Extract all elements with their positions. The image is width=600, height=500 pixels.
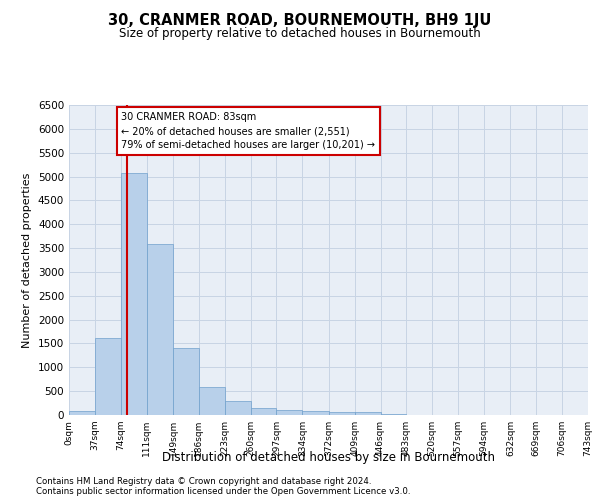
Text: 30 CRANMER ROAD: 83sqm
← 20% of detached houses are smaller (2,551)
79% of semi-: 30 CRANMER ROAD: 83sqm ← 20% of detached…: [121, 112, 376, 150]
Bar: [69, 412, 95, 415]
Bar: [251, 408, 277, 415]
Text: Contains HM Land Registry data © Crown copyright and database right 2024.: Contains HM Land Registry data © Crown c…: [36, 477, 371, 486]
Bar: [199, 387, 225, 415]
Bar: [329, 412, 355, 415]
Bar: [277, 410, 302, 415]
Bar: [225, 401, 251, 415]
Bar: [302, 411, 329, 415]
Y-axis label: Number of detached properties: Number of detached properties: [22, 172, 32, 348]
Bar: [95, 338, 121, 415]
Text: Size of property relative to detached houses in Bournemouth: Size of property relative to detached ho…: [119, 28, 481, 40]
Text: 30, CRANMER ROAD, BOURNEMOUTH, BH9 1JU: 30, CRANMER ROAD, BOURNEMOUTH, BH9 1JU: [109, 12, 491, 28]
Bar: [173, 348, 199, 415]
Bar: [121, 172, 146, 415]
Bar: [146, 244, 173, 415]
Bar: [380, 414, 406, 415]
Bar: [355, 412, 380, 415]
Text: Contains public sector information licensed under the Open Government Licence v3: Contains public sector information licen…: [36, 487, 410, 496]
Text: Distribution of detached houses by size in Bournemouth: Distribution of detached houses by size …: [162, 451, 496, 464]
